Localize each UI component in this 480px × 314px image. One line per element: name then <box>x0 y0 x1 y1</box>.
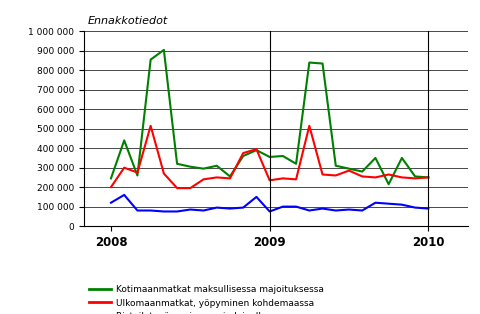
Kotimaanmatkat maksullisessa majoituksessa <box>346 167 352 171</box>
Risteilyt, yöpyminen vain laivalla <box>214 206 220 209</box>
Kotimaanmatkat maksullisessa majoituksessa <box>360 170 365 173</box>
Risteilyt, yöpyminen vain laivalla <box>425 207 431 210</box>
Kotimaanmatkat maksullisessa majoituksessa <box>108 176 114 180</box>
Kotimaanmatkat maksullisessa majoituksessa <box>386 182 392 186</box>
Kotimaanmatkat maksullisessa majoituksessa <box>412 175 418 178</box>
Ulkomaanmatkat, yöpyminen kohdemaassa <box>108 185 114 189</box>
Ulkomaanmatkat, yöpyminen kohdemaassa <box>134 171 140 175</box>
Kotimaanmatkat maksullisessa majoituksessa <box>333 164 339 168</box>
Risteilyt, yöpyminen vain laivalla <box>201 208 206 212</box>
Risteilyt, yöpyminen vain laivalla <box>399 203 405 207</box>
Line: Risteilyt, yöpyminen vain laivalla: Risteilyt, yöpyminen vain laivalla <box>111 195 428 212</box>
Ulkomaanmatkat, yöpyminen kohdemaassa <box>306 124 312 128</box>
Ulkomaanmatkat, yöpyminen kohdemaassa <box>360 175 365 178</box>
Kotimaanmatkat maksullisessa majoituksessa <box>134 174 140 177</box>
Kotimaanmatkat maksullisessa majoituksessa <box>253 148 259 152</box>
Risteilyt, yöpyminen vain laivalla <box>412 206 418 209</box>
Kotimaanmatkat maksullisessa majoituksessa <box>399 156 405 160</box>
Risteilyt, yöpyminen vain laivalla <box>227 207 233 210</box>
Kotimaanmatkat maksullisessa majoituksessa <box>267 155 273 159</box>
Kotimaanmatkat maksullisessa majoituksessa <box>320 62 325 65</box>
Ulkomaanmatkat, yöpyminen kohdemaassa <box>240 151 246 155</box>
Kotimaanmatkat maksullisessa majoituksessa <box>372 156 378 160</box>
Kotimaanmatkat maksullisessa majoituksessa <box>201 167 206 171</box>
Line: Kotimaanmatkat maksullisessa majoituksessa: Kotimaanmatkat maksullisessa majoitukses… <box>111 50 428 184</box>
Kotimaanmatkat maksullisessa majoituksessa <box>227 175 233 178</box>
Ulkomaanmatkat, yöpyminen kohdemaassa <box>253 147 259 151</box>
Risteilyt, yöpyminen vain laivalla <box>346 208 352 211</box>
Ulkomaanmatkat, yöpyminen kohdemaassa <box>121 166 127 170</box>
Kotimaanmatkat maksullisessa majoituksessa <box>121 138 127 142</box>
Ulkomaanmatkat, yöpyminen kohdemaassa <box>214 176 220 179</box>
Kotimaanmatkat maksullisessa majoituksessa <box>425 176 431 179</box>
Ulkomaanmatkat, yöpyminen kohdemaassa <box>280 176 286 180</box>
Risteilyt, yöpyminen vain laivalla <box>320 207 325 210</box>
Kotimaanmatkat maksullisessa majoituksessa <box>306 61 312 64</box>
Ulkomaanmatkat, yöpyminen kohdemaassa <box>425 176 431 179</box>
Risteilyt, yöpyminen vain laivalla <box>121 193 127 197</box>
Kotimaanmatkat maksullisessa majoituksessa <box>161 48 167 52</box>
Line: Ulkomaanmatkat, yöpyminen kohdemaassa: Ulkomaanmatkat, yöpyminen kohdemaassa <box>111 126 428 188</box>
Kotimaanmatkat maksullisessa majoituksessa <box>174 162 180 166</box>
Risteilyt, yöpyminen vain laivalla <box>267 210 273 214</box>
Ulkomaanmatkat, yöpyminen kohdemaassa <box>174 186 180 190</box>
Ulkomaanmatkat, yöpyminen kohdemaassa <box>346 169 352 172</box>
Kotimaanmatkat maksullisessa majoituksessa <box>148 58 154 62</box>
Risteilyt, yöpyminen vain laivalla <box>306 208 312 212</box>
Risteilyt, yöpyminen vain laivalla <box>148 208 154 212</box>
Text: Ennakkotiedot: Ennakkotiedot <box>88 16 168 26</box>
Ulkomaanmatkat, yöpyminen kohdemaassa <box>187 186 193 190</box>
Ulkomaanmatkat, yöpyminen kohdemaassa <box>320 173 325 176</box>
Kotimaanmatkat maksullisessa majoituksessa <box>214 164 220 168</box>
Ulkomaanmatkat, yöpyminen kohdemaassa <box>201 177 206 181</box>
Ulkomaanmatkat, yöpyminen kohdemaassa <box>333 174 339 177</box>
Risteilyt, yöpyminen vain laivalla <box>280 205 286 208</box>
Risteilyt, yöpyminen vain laivalla <box>134 208 140 212</box>
Ulkomaanmatkat, yöpyminen kohdemaassa <box>267 178 273 182</box>
Risteilyt, yöpyminen vain laivalla <box>293 205 299 208</box>
Kotimaanmatkat maksullisessa majoituksessa <box>187 165 193 169</box>
Risteilyt, yöpyminen vain laivalla <box>187 208 193 211</box>
Ulkomaanmatkat, yöpyminen kohdemaassa <box>412 176 418 180</box>
Kotimaanmatkat maksullisessa majoituksessa <box>280 154 286 158</box>
Risteilyt, yöpyminen vain laivalla <box>174 210 180 214</box>
Ulkomaanmatkat, yöpyminen kohdemaassa <box>293 177 299 181</box>
Risteilyt, yöpyminen vain laivalla <box>108 201 114 205</box>
Risteilyt, yöpyminen vain laivalla <box>372 201 378 205</box>
Kotimaanmatkat maksullisessa majoituksessa <box>240 154 246 158</box>
Risteilyt, yöpyminen vain laivalla <box>333 208 339 212</box>
Ulkomaanmatkat, yöpyminen kohdemaassa <box>148 124 154 128</box>
Kotimaanmatkat maksullisessa majoituksessa <box>293 162 299 166</box>
Ulkomaanmatkat, yöpyminen kohdemaassa <box>372 176 378 179</box>
Ulkomaanmatkat, yöpyminen kohdemaassa <box>399 176 405 179</box>
Risteilyt, yöpyminen vain laivalla <box>386 202 392 206</box>
Risteilyt, yöpyminen vain laivalla <box>253 195 259 199</box>
Risteilyt, yöpyminen vain laivalla <box>161 210 167 214</box>
Ulkomaanmatkat, yöpyminen kohdemaassa <box>386 173 392 176</box>
Ulkomaanmatkat, yöpyminen kohdemaassa <box>227 176 233 180</box>
Risteilyt, yöpyminen vain laivalla <box>240 206 246 209</box>
Legend: Kotimaanmatkat maksullisessa majoituksessa, Ulkomaanmatkat, yöpyminen kohdemaass: Kotimaanmatkat maksullisessa majoitukses… <box>88 285 324 314</box>
Ulkomaanmatkat, yöpyminen kohdemaassa <box>161 172 167 176</box>
Risteilyt, yöpyminen vain laivalla <box>360 208 365 212</box>
